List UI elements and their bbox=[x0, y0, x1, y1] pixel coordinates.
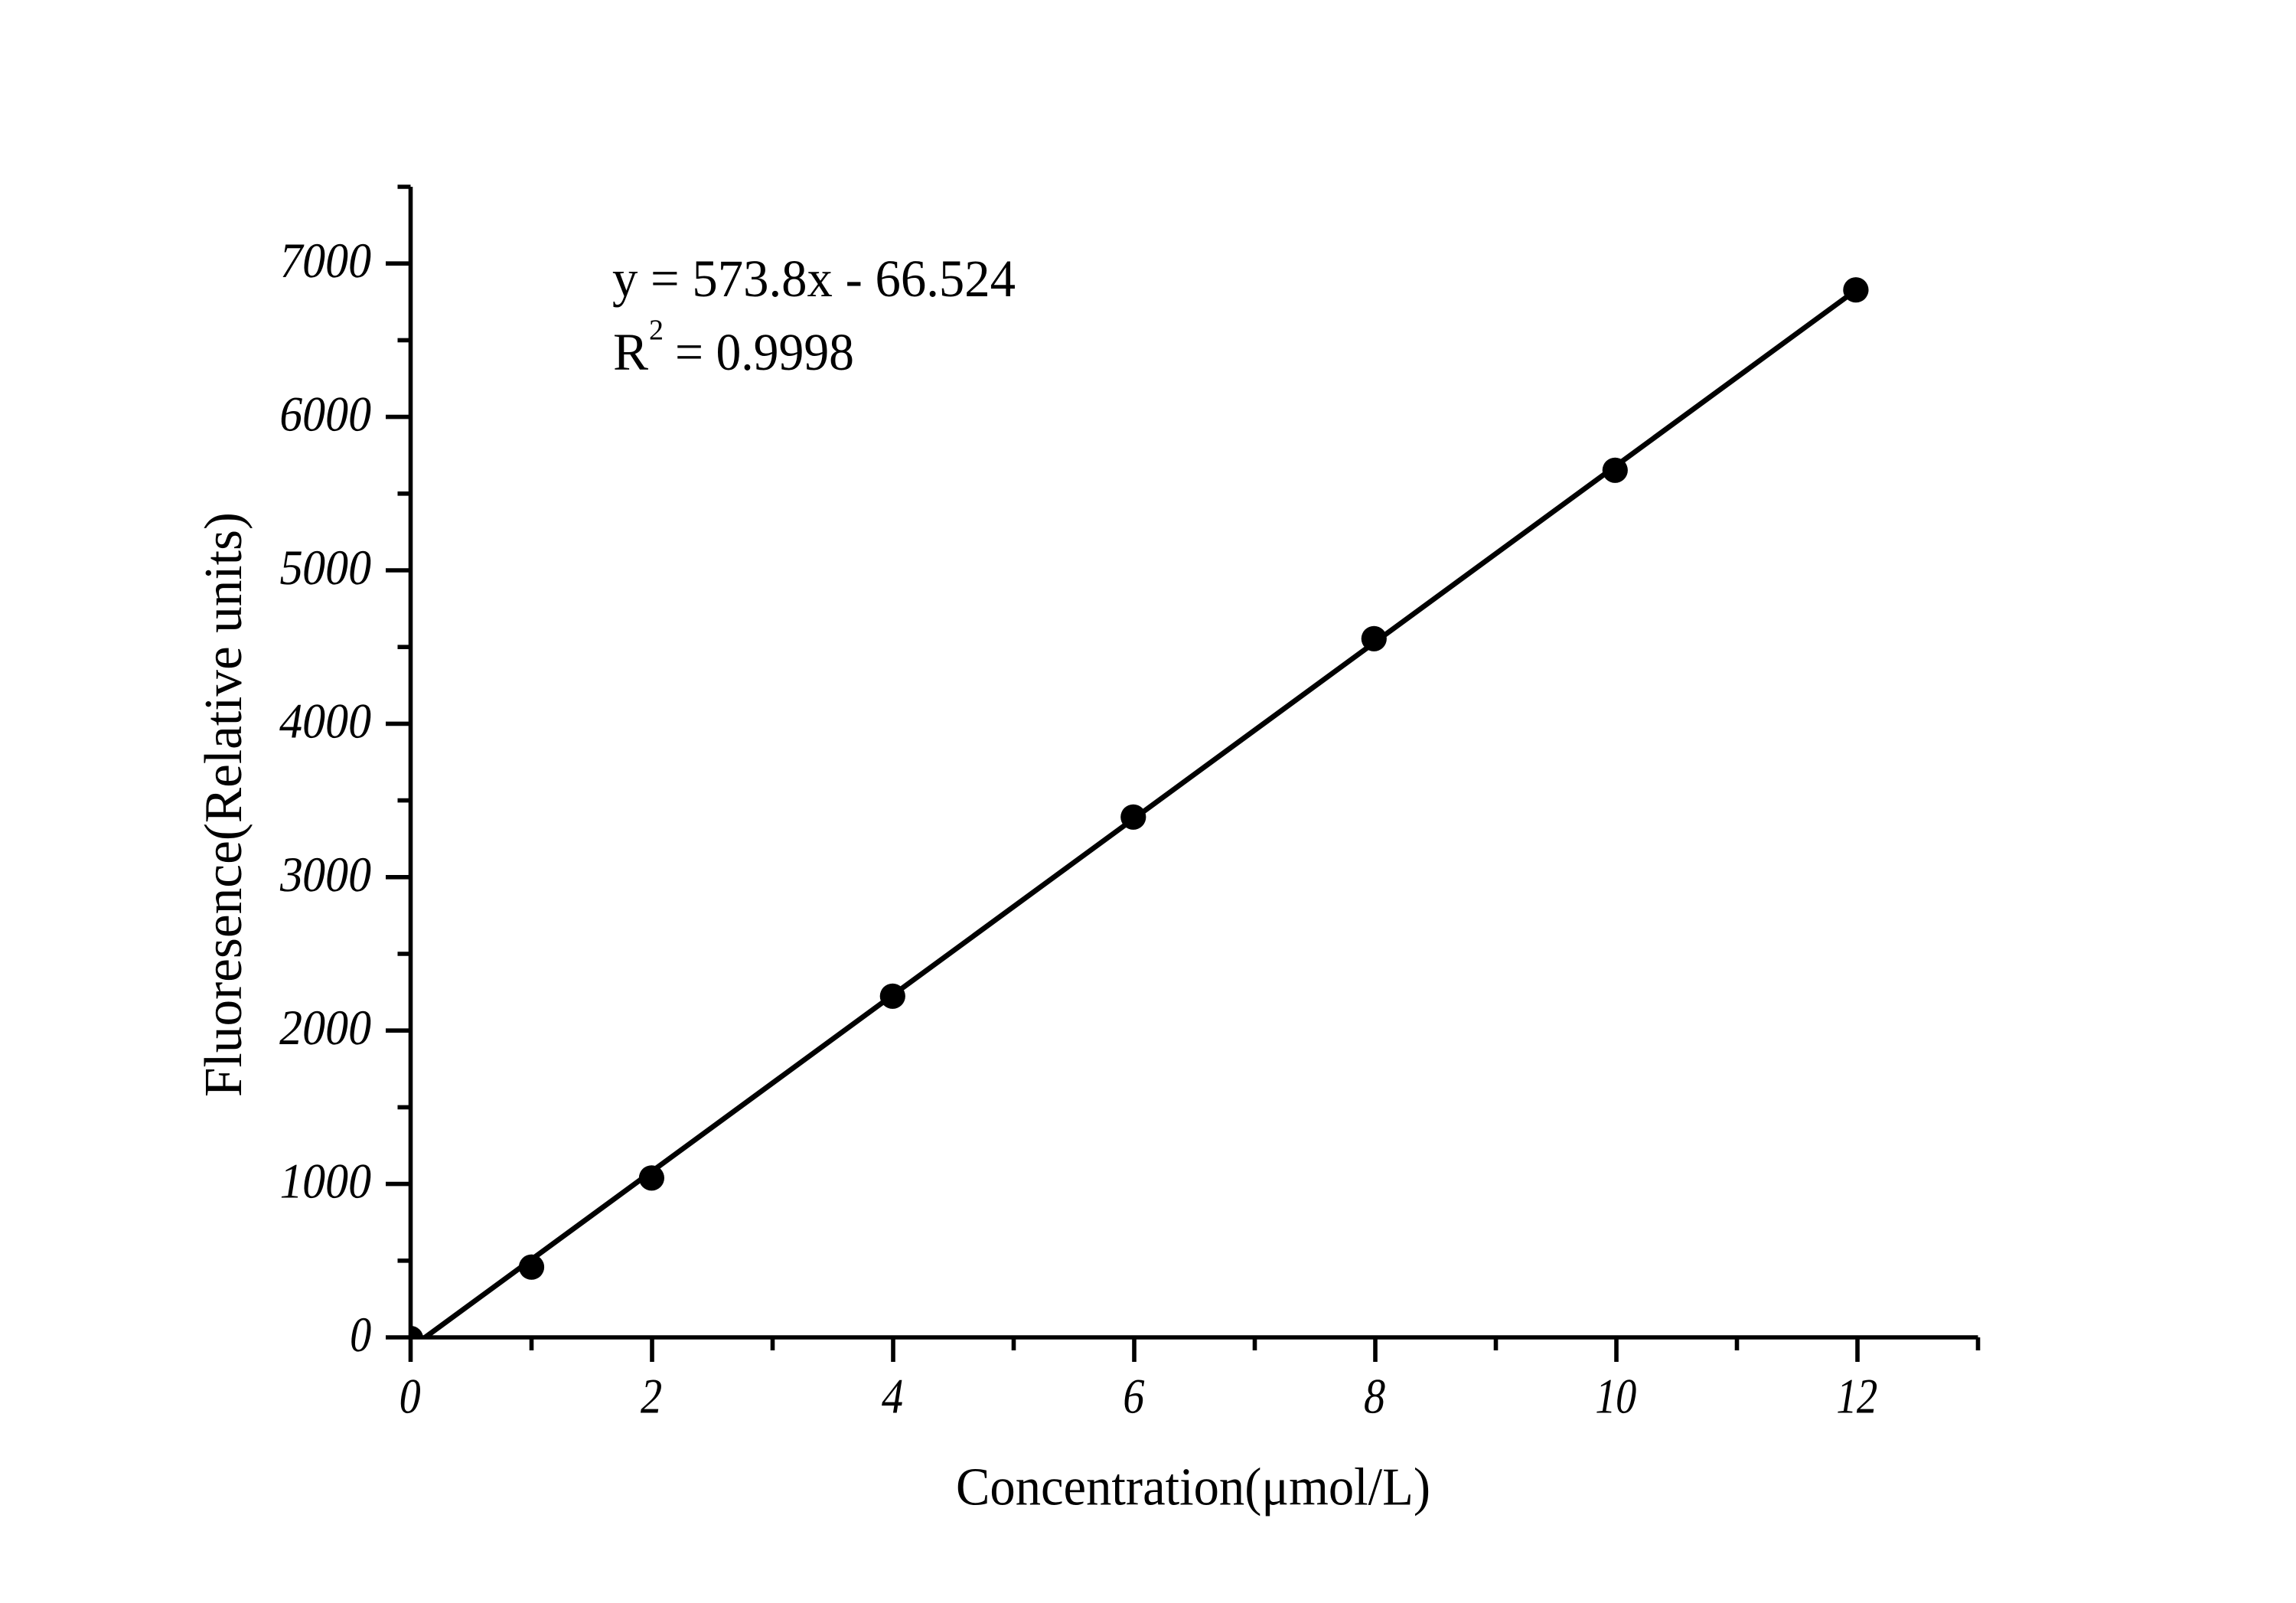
svg-text:Fluoresence(Relative units): Fluoresence(Relative units) bbox=[194, 512, 253, 1097]
svg-text:1000: 1000 bbox=[276, 1154, 376, 1210]
svg-text:6000: 6000 bbox=[276, 387, 376, 442]
svg-text:5000: 5000 bbox=[276, 540, 376, 596]
svg-text:7000: 7000 bbox=[276, 234, 376, 289]
svg-text:R: R bbox=[613, 323, 648, 381]
svg-text:4000: 4000 bbox=[276, 694, 376, 749]
svg-text:Concentration(μmol/L): Concentration(μmol/L) bbox=[956, 1458, 1430, 1517]
svg-text:12: 12 bbox=[1832, 1370, 1882, 1425]
svg-text:= 0.9998: = 0.9998 bbox=[675, 323, 854, 381]
svg-text:2: 2 bbox=[649, 315, 664, 347]
svg-text:y = 573.8x - 66.524: y = 573.8x - 66.524 bbox=[612, 250, 1016, 308]
svg-text:10: 10 bbox=[1591, 1370, 1641, 1425]
svg-text:3000: 3000 bbox=[276, 847, 376, 903]
svg-text:2000: 2000 bbox=[276, 1001, 376, 1056]
